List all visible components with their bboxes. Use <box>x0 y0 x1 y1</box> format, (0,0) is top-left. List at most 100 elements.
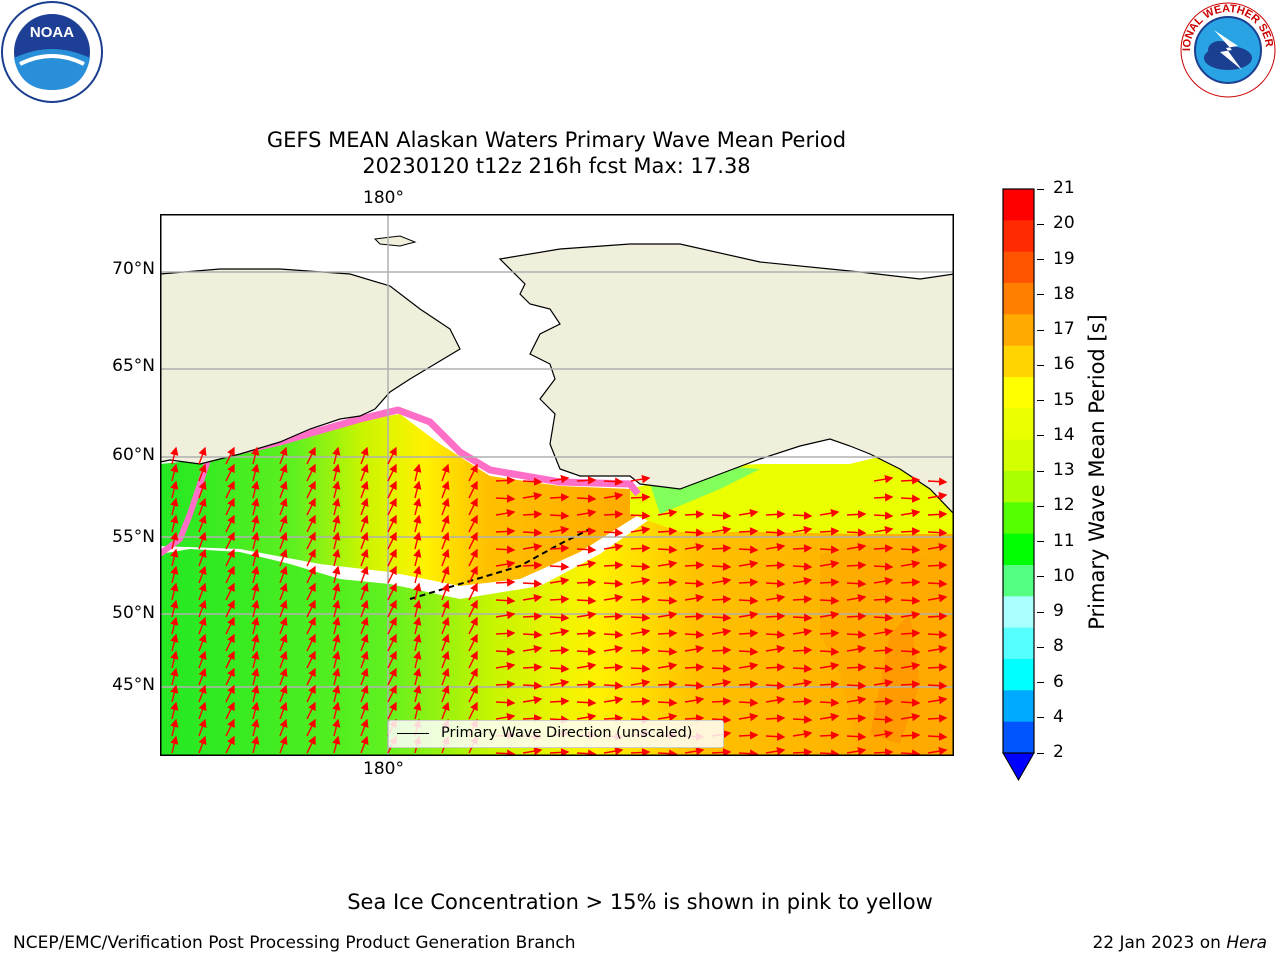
colorbar-tick-mark <box>1037 259 1044 260</box>
wave-arrow <box>873 562 894 571</box>
wave-arrow <box>468 514 478 533</box>
wave-arrow <box>251 565 260 584</box>
wave-arrow <box>549 493 570 502</box>
wave-arrow <box>738 611 759 620</box>
wave-arrow <box>170 718 179 737</box>
wave-arrow <box>657 629 678 638</box>
wave-arrow <box>468 497 478 516</box>
wave-arrow <box>900 527 921 536</box>
wave-arrow <box>225 735 235 754</box>
wave-arrow <box>306 497 316 516</box>
wave-arrow <box>495 647 516 656</box>
wave-arrow <box>738 596 759 605</box>
wave-arrow <box>441 463 450 482</box>
colorbar-tick-label: 13 <box>1053 460 1075 480</box>
wave-arrow <box>306 463 316 482</box>
wave-arrow <box>711 613 732 622</box>
wave-arrow <box>387 446 397 465</box>
wave-arrow <box>900 680 921 689</box>
wave-arrow <box>279 531 288 550</box>
wave-arrow <box>198 701 207 720</box>
wave-arrow <box>765 714 786 723</box>
wave-arrow <box>306 701 316 720</box>
wave-arrow <box>846 747 867 756</box>
wave-arrow <box>225 497 235 516</box>
colorbar-band <box>1003 502 1034 535</box>
wave-arrow <box>468 480 478 499</box>
wave-arrow <box>603 510 624 519</box>
wave-arrow <box>413 667 422 686</box>
wave-arrow <box>603 747 624 756</box>
colorbar-tick-label: 8 <box>1053 636 1064 657</box>
wave-arrow <box>549 577 570 586</box>
wave-arrow <box>170 463 179 482</box>
wave-arrow <box>468 548 478 567</box>
wave-arrow <box>576 509 597 518</box>
wave-arrow <box>251 633 260 652</box>
wave-arrow <box>792 679 813 688</box>
wave-arrow <box>306 548 316 567</box>
wave-arrow <box>765 510 786 519</box>
colorbar-band <box>1003 533 1034 566</box>
wave-arrow <box>819 749 840 756</box>
wave-arrow <box>927 477 948 486</box>
wave-arrow <box>468 701 478 720</box>
colorbar-tick-mark <box>1037 223 1044 225</box>
wave-arrow <box>360 582 369 601</box>
wave-arrow <box>468 599 478 618</box>
wave-arrow <box>170 650 179 669</box>
wave-arrow <box>846 714 867 723</box>
wave-arrow <box>387 633 397 652</box>
wave-arrow <box>279 548 288 567</box>
wave-arrow <box>738 509 759 518</box>
legend-line-icon <box>397 733 429 734</box>
wave-arrow <box>251 684 260 703</box>
colorbar-band <box>1003 408 1034 441</box>
wave-arrow <box>413 514 422 533</box>
wave-arrow <box>251 599 260 618</box>
wave-arrow <box>873 679 894 688</box>
wave-arrow <box>360 718 369 737</box>
wave-arrow <box>225 633 235 652</box>
wave-arrow <box>927 492 948 501</box>
wave-arrow <box>170 531 179 550</box>
colorbar-tick-mark <box>1037 752 1044 754</box>
wave-arrow <box>387 548 397 567</box>
wave-arrow <box>332 480 341 499</box>
wave-arrow <box>468 531 478 550</box>
wave-arrow <box>846 510 867 519</box>
wave-arrow <box>576 476 597 485</box>
wave-arrow <box>495 662 516 671</box>
wave-arrow <box>522 579 543 588</box>
wave-arrow <box>441 497 450 516</box>
colorbar-label: Primary Wave Mean Period [s] <box>1085 314 1109 630</box>
wave-arrow <box>198 497 207 516</box>
wave-arrow <box>927 543 948 552</box>
wave-arrow <box>495 476 516 485</box>
wave-arrow <box>332 667 341 686</box>
wave-arrow <box>765 645 786 654</box>
wave-arrow <box>279 497 288 516</box>
wave-arrow <box>765 561 786 570</box>
wave-arrow <box>413 684 422 703</box>
wave-arrow <box>306 650 316 669</box>
wave-arrow <box>332 531 341 550</box>
wave-arrow <box>225 514 235 533</box>
wave-arrow <box>711 715 732 724</box>
wave-arrow <box>927 732 948 741</box>
wave-arrow <box>819 560 840 569</box>
wave-arrow <box>765 630 786 639</box>
wave-arrow <box>792 664 813 673</box>
wave-arrow <box>332 684 341 703</box>
colorbar-tick-mark <box>1037 717 1044 719</box>
wave-arrow <box>413 701 422 720</box>
wave-arrow <box>413 565 422 584</box>
wave-arrow <box>441 684 450 703</box>
date-text: 22 Jan 2023 on Hera <box>1092 933 1267 953</box>
wave-arrow <box>170 497 179 516</box>
wave-arrow <box>495 527 516 536</box>
wave-arrow <box>251 735 260 754</box>
wave-arrow <box>792 595 813 604</box>
wave-arrow <box>765 528 786 537</box>
wave-arrow <box>819 731 840 740</box>
